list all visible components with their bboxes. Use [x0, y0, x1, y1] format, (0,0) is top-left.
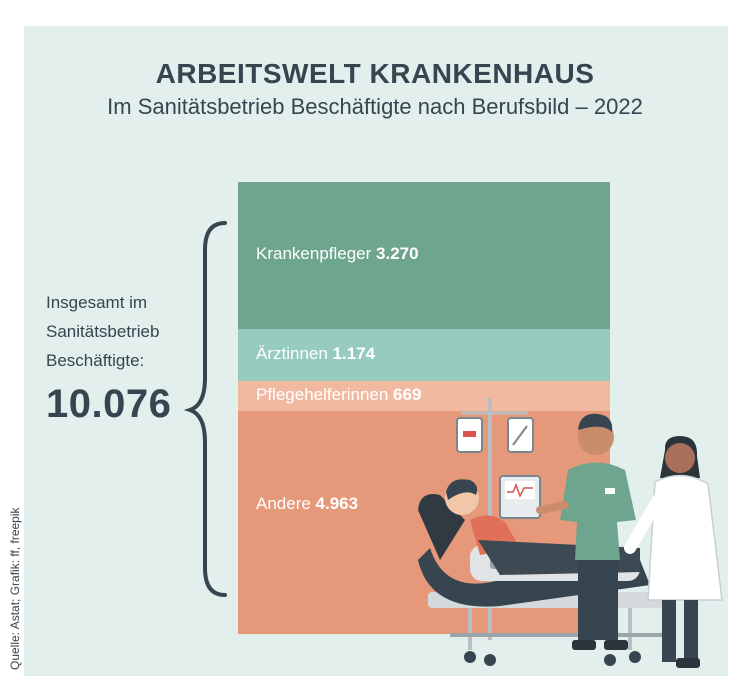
segment-value: 4.963 — [315, 493, 359, 513]
brace-icon — [183, 221, 227, 597]
total-label-line: Sanitätsbetrieb — [46, 322, 160, 341]
segment-category: Ärztinnen — [256, 344, 333, 364]
chart-subtitle: Im Sanitätsbetrieb Beschäftigte nach Ber… — [107, 94, 643, 119]
segment-label: Andere 4.963 — [256, 494, 358, 514]
segment-label: Pflegehelferinnen 669 — [256, 385, 421, 405]
total-label-line: Insgesamt im — [46, 293, 148, 312]
bar-segment-aerztinnen: Ärztinnen 1.174 — [238, 328, 610, 382]
bar-segment-krankenpfleger: Krankenpfleger 3.270 — [238, 182, 610, 329]
hospital-scene-illustration — [418, 398, 723, 668]
segment-category: Krankenpfleger — [256, 244, 377, 264]
segment-label: Krankenpfleger 3.270 — [256, 244, 419, 264]
segment-value: 1.174 — [332, 344, 376, 364]
chart-title: ARBEITSWELT KRANKENHAUS — [155, 58, 595, 89]
segment-value: 3.270 — [376, 244, 419, 264]
total-label-line: Beschäftigte: — [46, 351, 145, 370]
segment-category: Andere — [256, 493, 316, 513]
source-note: Quelle: Astat; Grafik: ff, freepik — [8, 507, 22, 670]
bar-segment-pflegehelferinnen: Pflegehelferinnen 669 — [238, 381, 610, 412]
total-value: 10.076 — [46, 382, 172, 426]
total-label: Insgesamt im Sanitätsbetrieb Beschäftigt… — [46, 288, 196, 375]
segment-label: Ärztinnen 1.174 — [256, 344, 375, 364]
segment-category: Pflegehelferinnen — [256, 385, 394, 405]
segment-value: 669 — [393, 385, 422, 405]
